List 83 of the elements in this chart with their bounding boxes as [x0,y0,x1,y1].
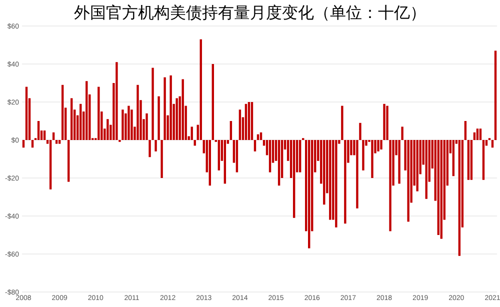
bar [494,50,497,140]
bar [190,126,193,140]
bar [218,140,220,170]
bar [292,140,296,218]
bar [58,140,61,144]
bar [31,140,34,148]
bar [86,81,88,140]
bar [260,132,262,140]
bar [452,140,455,176]
bar [80,104,82,140]
bar [182,79,184,140]
bar [68,140,70,182]
bar [335,140,338,228]
bar [467,140,470,180]
bar [458,140,461,256]
bar [356,140,358,208]
bar [43,130,46,140]
bar [473,132,476,140]
bar [371,140,374,178]
bar [22,140,25,148]
bar [308,140,310,248]
bar [61,84,64,140]
bar [479,128,482,140]
bar [464,121,467,140]
bar [398,140,400,184]
bar [298,140,302,172]
bar [236,140,238,172]
bar [49,140,52,190]
bar [136,84,139,140]
bar [344,140,346,224]
bar [164,77,166,140]
bar [25,86,28,140]
bar [470,140,473,180]
bar [98,86,100,140]
bar [244,104,248,140]
bar [148,140,151,158]
bar [116,62,118,140]
bar [268,140,272,172]
bar [152,68,154,140]
bar [254,140,256,152]
bar [160,140,163,178]
bar [386,106,388,140]
bar [341,106,344,140]
bar [323,140,326,205]
bar [224,140,226,184]
bar [278,140,280,186]
bar [476,128,479,140]
bar [359,122,362,140]
bar [377,140,380,152]
bar [362,140,364,170]
bar [437,140,440,235]
bar [440,140,442,239]
bar [158,96,160,140]
bar [401,126,404,140]
bar [176,98,178,140]
bar [389,140,392,232]
bar [380,140,382,150]
bar [55,140,58,144]
bar [52,132,55,140]
bar [146,113,148,140]
bar [238,110,242,140]
bar [208,140,211,186]
bar [250,102,254,140]
bar [128,106,130,140]
bar [383,104,386,140]
bar [170,75,172,140]
bar [248,102,250,140]
bar [425,140,428,199]
bar [482,140,485,180]
chart-title: 外国官方机构美债持有量月度变化（单位：十亿） [74,4,426,22]
bar [491,140,494,148]
bar [122,110,124,140]
bar [106,119,109,140]
bar [230,121,232,140]
bar [212,64,214,140]
bar [407,140,410,222]
bar [37,121,40,140]
bar [154,140,157,152]
bar [200,39,202,140]
bar [130,110,133,140]
bar [70,98,73,140]
bar [329,140,332,220]
bar [416,140,418,192]
